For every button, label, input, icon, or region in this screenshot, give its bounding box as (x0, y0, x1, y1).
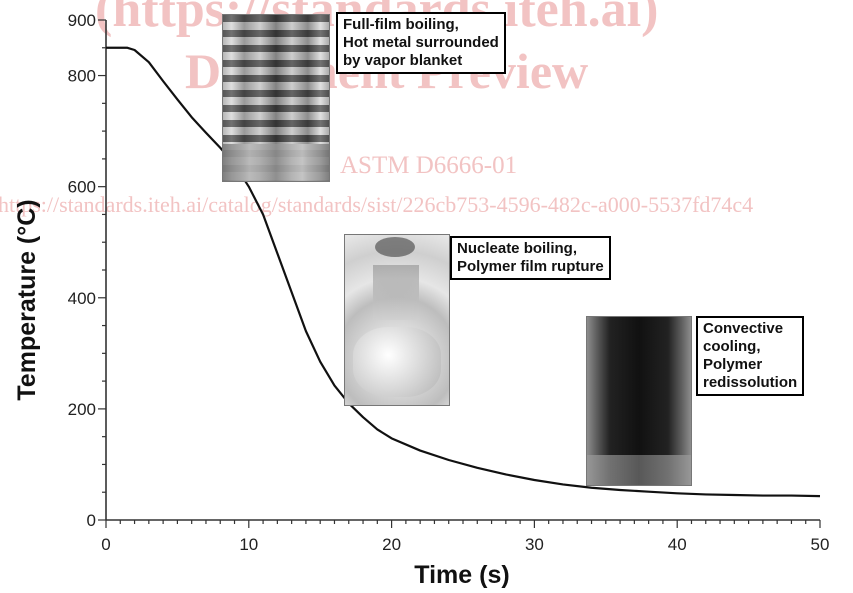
y-tick-label: 800 (68, 67, 96, 86)
y-axis-title: Temperature (°C) (13, 199, 41, 400)
photo-convective-cooling (586, 316, 692, 486)
photo-nucleate-boiling (344, 234, 450, 406)
annotation-line: cooling, (703, 338, 761, 355)
x-tick-label: 20 (382, 535, 401, 554)
y-tick-label: 0 (87, 511, 96, 530)
annotation-line: by vapor blanket (343, 52, 463, 69)
y-tick-label: 600 (68, 178, 96, 197)
annotation-line: Polymer film rupture (457, 258, 604, 275)
annotation-line: Polymer (703, 356, 763, 373)
x-tick-label: 50 (811, 535, 830, 554)
x-tick-label: 30 (525, 535, 544, 554)
annotation-nucleate-boiling: Nucleate boiling, Polymer film rupture (450, 236, 611, 280)
annotation-line: redissolution (703, 374, 798, 391)
x-tick-label: 40 (668, 535, 687, 554)
x-tick-label: 10 (239, 535, 258, 554)
annotation-convective-cooling: Convective cooling, Polymer redissolutio… (696, 316, 805, 396)
y-tick-label: 900 (68, 11, 96, 30)
annotation-line: Full-film boiling, (343, 16, 459, 33)
x-axis-title: Time (s) (414, 561, 509, 589)
y-tick-label: 200 (68, 400, 96, 419)
ticks: 0 10 20 30 40 50 0 200 400 600 800 900 (68, 11, 830, 554)
photo-full-film-boiling (222, 14, 330, 182)
x-tick-label: 0 (101, 535, 110, 554)
annotation-line: Convective (703, 320, 784, 337)
annotation-line: Hot metal surrounded (343, 34, 499, 51)
y-tick-label: 400 (68, 289, 96, 308)
annotation-full-film-boiling: Full-film boiling, Hot metal surrounded … (336, 12, 506, 74)
annotation-line: Nucleate boiling, (457, 240, 578, 257)
